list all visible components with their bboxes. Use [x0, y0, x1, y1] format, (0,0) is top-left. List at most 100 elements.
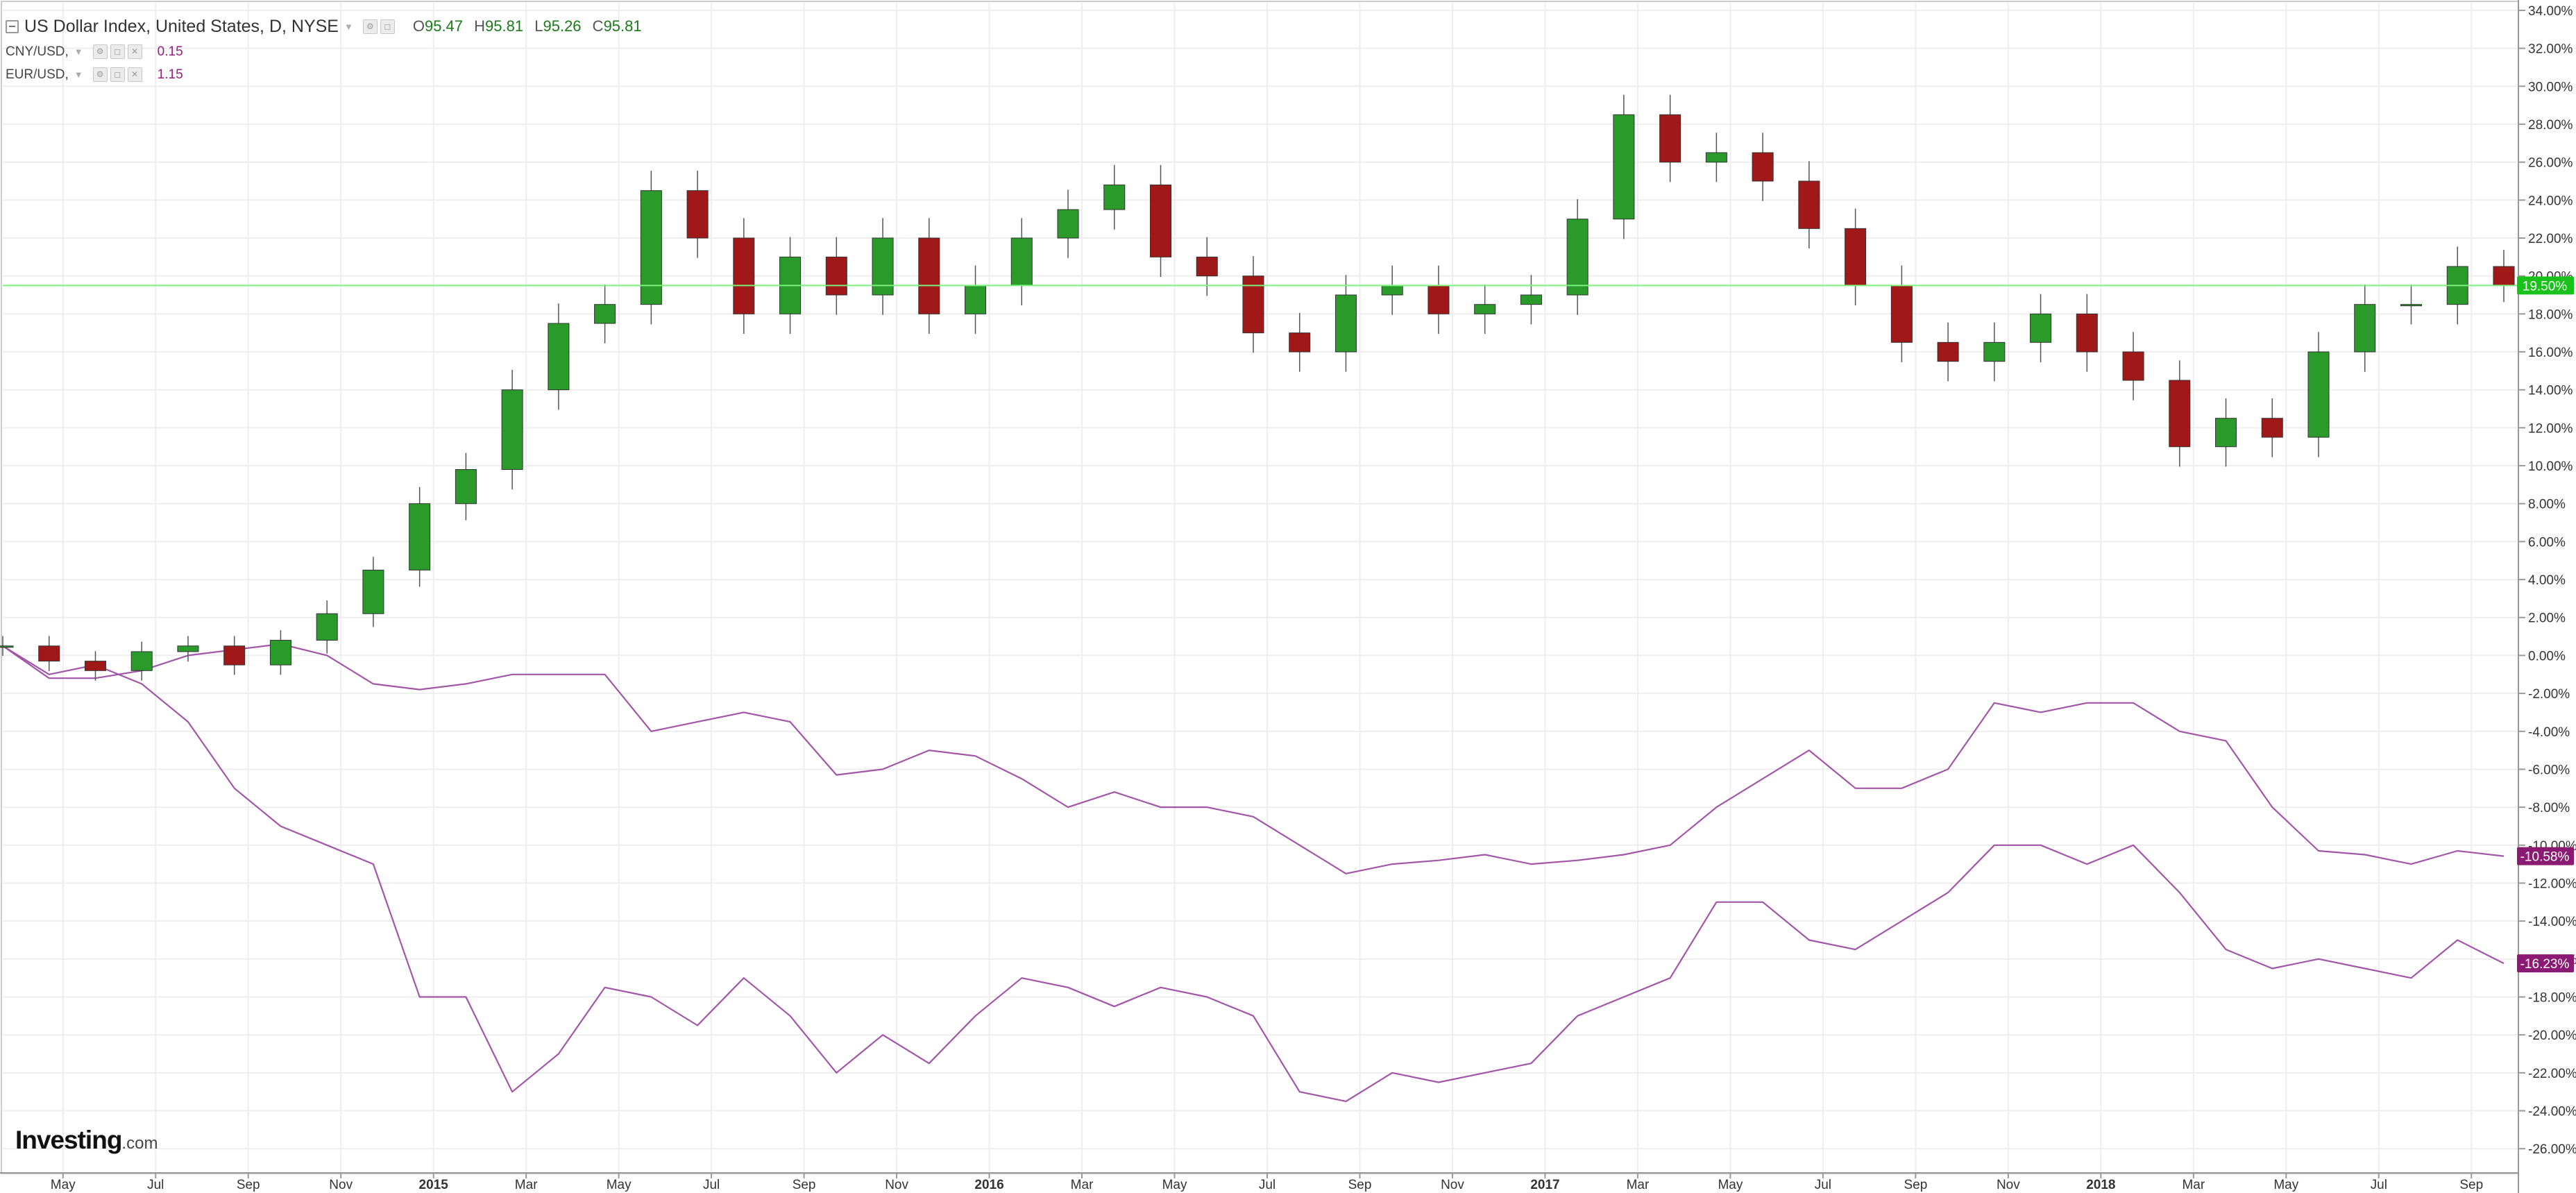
candle-body	[2307, 351, 2330, 438]
last-value-badge	[2517, 847, 2574, 865]
candle-body	[1057, 209, 1079, 239]
y-tick-label: 26.00%	[2528, 156, 2573, 171]
y-tick-label: 16.00%	[2528, 346, 2573, 360]
candle-body	[409, 503, 431, 570]
x-tick-label: Mar	[2182, 1178, 2205, 1192]
main-series-title[interactable]: US Dollar Index, United States, D, NYSE	[24, 16, 339, 36]
compare-series-label[interactable]: EUR/USD,	[6, 67, 69, 82]
candle-body	[1103, 184, 1126, 210]
x-tick-label: Nov	[1441, 1178, 1464, 1192]
last-value-badge-label: -10.58%	[2520, 850, 2570, 865]
compare-series-value: 0.15	[157, 44, 183, 59]
y-tick-label: -8.00%	[2528, 801, 2570, 815]
settings-icon[interactable]: ⚙	[92, 44, 108, 59]
x-tick-label: May	[2273, 1178, 2298, 1192]
candle-body	[1520, 294, 1542, 305]
y-tick-label: -2.00%	[2528, 687, 2570, 702]
candle-body	[872, 237, 894, 296]
candle-body	[733, 237, 755, 314]
legend-compare-row: CNY/USD, ▼ ⚙ ◻ ✕ 0.15	[6, 40, 649, 63]
x-tick-label: Jul	[1815, 1178, 1831, 1192]
y-tick-label: 10.00%	[2528, 459, 2573, 474]
candle-body	[130, 651, 153, 671]
investing-logo[interactable]: Investing.com	[15, 1126, 158, 1155]
x-tick-label: May	[51, 1178, 76, 1192]
candle-body	[1427, 285, 1450, 314]
y-tick-label: 8.00%	[2528, 498, 2566, 512]
y-tick-label: -26.00%	[2528, 1142, 2576, 1157]
low-value: 95.26	[543, 17, 582, 35]
candle-body	[1381, 285, 1403, 296]
y-tick-label: 18.00%	[2528, 307, 2573, 322]
candle-body	[686, 190, 709, 239]
hide-icon[interactable]: ◻	[110, 67, 125, 82]
last-value-badge	[2517, 954, 2574, 973]
y-tick-label: 4.00%	[2528, 573, 2566, 588]
y-tick-label: -24.00%	[2528, 1105, 2576, 1119]
candle-body	[548, 323, 570, 391]
x-tick-label: Mar	[1627, 1178, 1650, 1192]
compare-series-line	[2, 645, 2505, 1103]
compare-series-label[interactable]: CNY/USD,	[6, 44, 69, 59]
open-key: O	[412, 17, 425, 35]
candle-body	[1289, 332, 1311, 353]
x-tick-label: Mar	[515, 1178, 538, 1192]
candle-body	[2169, 380, 2191, 448]
chevron-down-icon[interactable]: ▼	[344, 21, 353, 32]
x-tick-label: May	[607, 1178, 632, 1192]
candle-body	[2122, 351, 2144, 381]
low-key: L	[534, 17, 543, 35]
x-tick-label: Jul	[147, 1178, 164, 1192]
hide-icon[interactable]: ◻	[110, 44, 125, 59]
candle-body	[1566, 219, 1588, 296]
candle-body	[2354, 304, 2376, 353]
candle-body	[2261, 418, 2283, 438]
series-layer	[0, 94, 2518, 1103]
x-tick-label: Sep	[1904, 1178, 1927, 1192]
candle-body	[1334, 294, 1357, 353]
y-tick-label: -12.00%	[2528, 877, 2576, 891]
y-tick-label: 24.00%	[2528, 194, 2573, 208]
chevron-down-icon[interactable]: ▼	[74, 46, 83, 57]
compare-series-value: 1.15	[157, 67, 183, 82]
x-tick-label: 2017	[1530, 1178, 1559, 1192]
candle-body	[1845, 228, 1867, 286]
candle-body	[1196, 256, 1218, 277]
legend-compare-row: EUR/USD, ▼ ⚙ ◻ ✕ 1.15	[6, 63, 649, 86]
settings-icon[interactable]: ⚙	[92, 67, 108, 82]
logo-domain: .com	[121, 1134, 158, 1153]
x-tick-label: Sep	[793, 1178, 816, 1192]
candle-body	[1752, 152, 1774, 182]
candle-body	[362, 569, 384, 614]
y-tick-label: 30.00%	[2528, 80, 2573, 94]
settings-icon[interactable]: ⚙	[362, 19, 378, 34]
x-tick-label: May	[1162, 1178, 1187, 1192]
candle-body	[269, 640, 291, 666]
candle-body	[1798, 180, 1820, 229]
candle-body	[594, 304, 616, 324]
collapse-legend-icon[interactable]	[6, 19, 19, 33]
close-icon[interactable]: ✕	[127, 44, 142, 59]
close-value: 95.81	[603, 17, 642, 35]
logo-brand: Investing	[15, 1126, 122, 1154]
last-value-badge-label: 19.50%	[2523, 279, 2568, 294]
close-icon[interactable]: ✕	[127, 67, 142, 82]
price-badges: 19.50% -10.58% -16.23%	[2517, 276, 2574, 973]
candle-body	[2400, 304, 2423, 307]
y-tick-label: -4.00%	[2528, 725, 2570, 740]
compare-series-line	[2, 643, 2505, 874]
y-tick-label: -6.00%	[2528, 763, 2570, 777]
x-tick-label: Nov	[329, 1178, 353, 1192]
hide-icon[interactable]: ◻	[380, 19, 395, 34]
y-tick-label: -18.00%	[2528, 990, 2576, 1005]
candle-body	[1705, 152, 1727, 163]
x-tick-label: Sep	[1348, 1178, 1372, 1192]
candle-body	[1613, 114, 1635, 220]
ohlc-values: O95.47 H95.81 L95.26 C95.81	[413, 17, 649, 35]
chevron-down-icon[interactable]: ▼	[74, 69, 83, 80]
x-tick-label: Jul	[703, 1178, 720, 1192]
candle-body	[918, 237, 940, 314]
candle-body	[1242, 276, 1264, 334]
